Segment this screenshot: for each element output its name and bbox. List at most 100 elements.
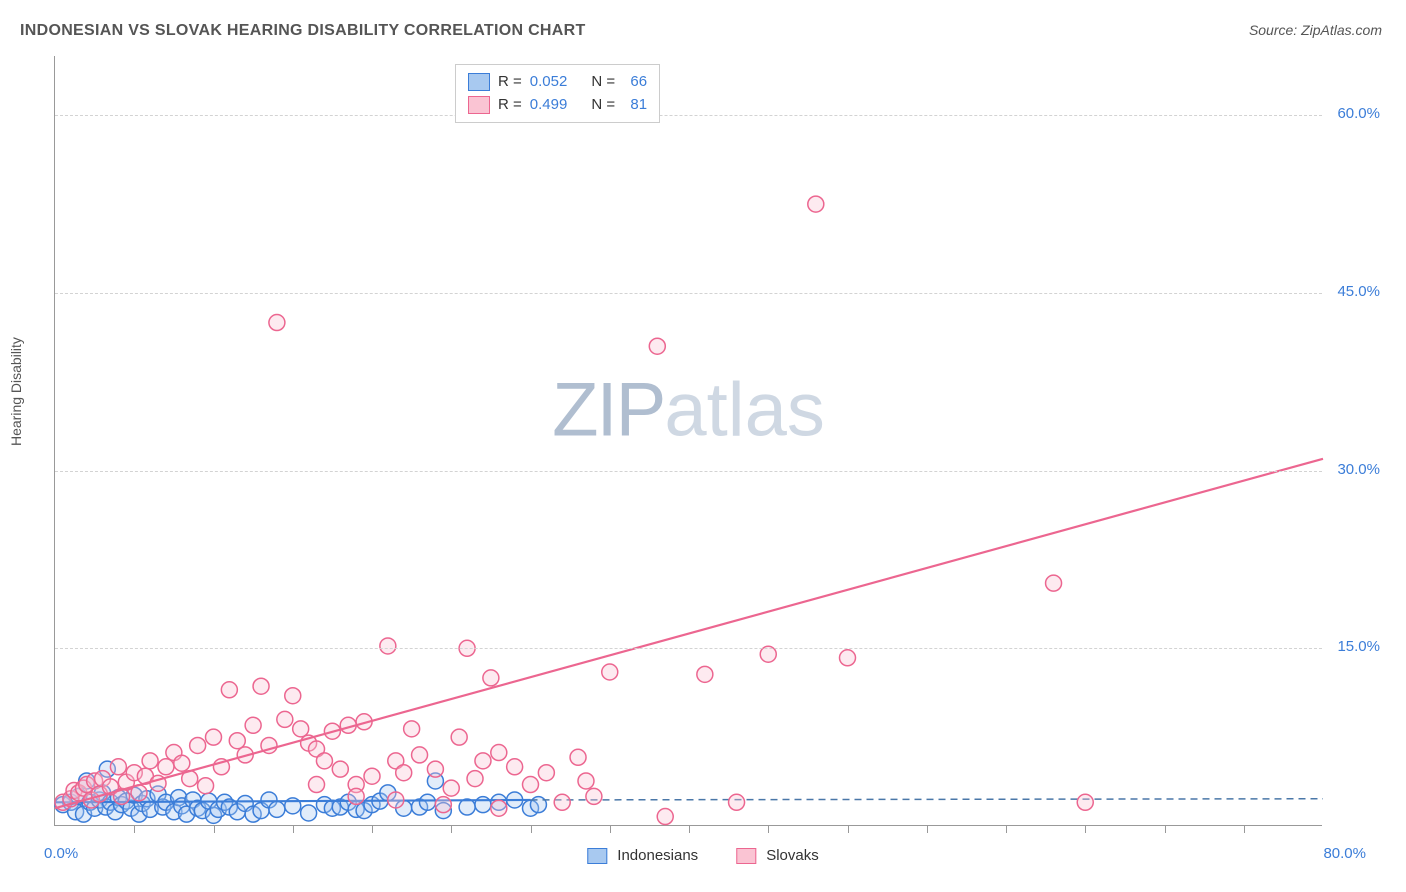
scatter-point-slovaks [483, 670, 499, 686]
scatter-point-slovaks [174, 755, 190, 771]
scatter-point-slovaks [1077, 794, 1093, 810]
scatter-point-slovaks [570, 749, 586, 765]
scatter-point-slovaks [293, 721, 309, 737]
chart-title: INDONESIAN VS SLOVAK HEARING DISABILITY … [20, 22, 586, 40]
y-tick-label: 15.0% [1337, 638, 1380, 655]
scatter-point-slovaks [229, 733, 245, 749]
source-attribution: Source: ZipAtlas.com [1249, 22, 1382, 38]
scatter-point-slovaks [332, 761, 348, 777]
x-axis-label-right: 80.0% [1323, 845, 1366, 862]
scatter-point-slovaks [412, 747, 428, 763]
scatter-point-slovaks [364, 768, 380, 784]
legend-n-value-1: 81 [623, 94, 647, 117]
legend-swatch-slovaks [736, 848, 756, 864]
plot-area: ZIPatlas R = 0.052 N = 66 R = 0.499 N = … [54, 56, 1322, 826]
scatter-point-slovaks [348, 788, 364, 804]
x-tick [1006, 825, 1007, 833]
scatter-point-slovaks [269, 315, 285, 331]
source-prefix: Source: [1249, 22, 1297, 38]
scatter-point-slovaks [538, 765, 554, 781]
scatter-point-slovaks [729, 794, 745, 810]
scatter-point-slovaks [309, 777, 325, 793]
scatter-point-slovaks [206, 729, 222, 745]
trend-line-slovaks [55, 459, 1323, 808]
x-tick [927, 825, 928, 833]
scatter-point-indonesians [530, 797, 546, 813]
legend-swatch-indonesians [587, 848, 607, 864]
correlation-legend: R = 0.052 N = 66 R = 0.499 N = 81 [455, 64, 660, 123]
legend-item-slovaks: Slovaks [736, 847, 819, 864]
legend-n-label: N = [591, 71, 615, 94]
legend-r-value-0: 0.052 [530, 71, 568, 94]
x-tick [293, 825, 294, 833]
x-tick [1244, 825, 1245, 833]
scatter-point-indonesians [301, 805, 317, 821]
legend-r-label-2: R = [498, 94, 522, 117]
legend-row-indonesians: R = 0.052 N = 66 [468, 71, 647, 94]
scatter-point-slovaks [253, 678, 269, 694]
legend-r-value-1: 0.499 [530, 94, 568, 117]
scatter-point-slovaks [554, 794, 570, 810]
x-tick [134, 825, 135, 833]
scatter-point-slovaks [657, 809, 673, 825]
legend-n-value-0: 66 [623, 71, 647, 94]
scatter-point-indonesians [459, 799, 475, 815]
x-tick [1165, 825, 1166, 833]
series-legend: Indonesians Slovaks [587, 847, 818, 864]
legend-n-label-2: N = [591, 94, 615, 117]
scatter-point-indonesians [269, 801, 285, 817]
scatter-point-slovaks [578, 773, 594, 789]
x-tick [451, 825, 452, 833]
scatter-point-slovaks [808, 196, 824, 212]
scatter-point-slovaks [285, 688, 301, 704]
source-name: ZipAtlas.com [1301, 22, 1382, 38]
legend-row-slovaks: R = 0.499 N = 81 [468, 94, 647, 117]
x-tick [768, 825, 769, 833]
y-tick-label: 30.0% [1337, 461, 1380, 478]
y-tick-label: 60.0% [1337, 105, 1380, 122]
scatter-point-slovaks [451, 729, 467, 745]
scatter-point-slovaks [475, 753, 491, 769]
scatter-point-slovaks [602, 664, 618, 680]
x-tick [1085, 825, 1086, 833]
x-tick [848, 825, 849, 833]
scatter-point-slovaks [491, 745, 507, 761]
scatter-point-slovaks [443, 780, 459, 796]
x-tick [689, 825, 690, 833]
scatter-point-slovaks [190, 737, 206, 753]
scatter-point-slovaks [507, 759, 523, 775]
y-tick-label: 45.0% [1337, 283, 1380, 300]
scatter-point-slovaks [221, 682, 237, 698]
scatter-point-slovaks [396, 765, 412, 781]
legend-swatch-blue [468, 73, 490, 91]
gridline-y [55, 293, 1322, 294]
legend-r-label: R = [498, 71, 522, 94]
x-tick [610, 825, 611, 833]
x-tick [372, 825, 373, 833]
x-axis-label-left: 0.0% [44, 845, 78, 862]
scatter-point-slovaks [316, 753, 332, 769]
scatter-point-slovaks [245, 717, 261, 733]
scatter-point-slovaks [586, 788, 602, 804]
legend-swatch-pink [468, 96, 490, 114]
legend-label-slovaks: Slovaks [766, 847, 819, 864]
scatter-point-slovaks [110, 759, 126, 775]
scatter-point-slovaks [697, 666, 713, 682]
scatter-point-slovaks [840, 650, 856, 666]
legend-item-indonesians: Indonesians [587, 847, 698, 864]
scatter-point-slovaks [404, 721, 420, 737]
scatter-point-slovaks [427, 761, 443, 777]
gridline-y [55, 115, 1322, 116]
y-axis-title: Hearing Disability [8, 337, 24, 446]
scatter-point-slovaks [388, 792, 404, 808]
scatter-point-slovaks [523, 777, 539, 793]
legend-label-indonesians: Indonesians [617, 847, 698, 864]
scatter-point-slovaks [435, 797, 451, 813]
scatter-point-slovaks [649, 338, 665, 354]
x-tick [531, 825, 532, 833]
scatter-point-slovaks [467, 771, 483, 787]
scatter-point-slovaks [142, 753, 158, 769]
gridline-y [55, 648, 1322, 649]
chart-container: INDONESIAN VS SLOVAK HEARING DISABILITY … [0, 0, 1406, 892]
scatter-point-indonesians [419, 794, 435, 810]
